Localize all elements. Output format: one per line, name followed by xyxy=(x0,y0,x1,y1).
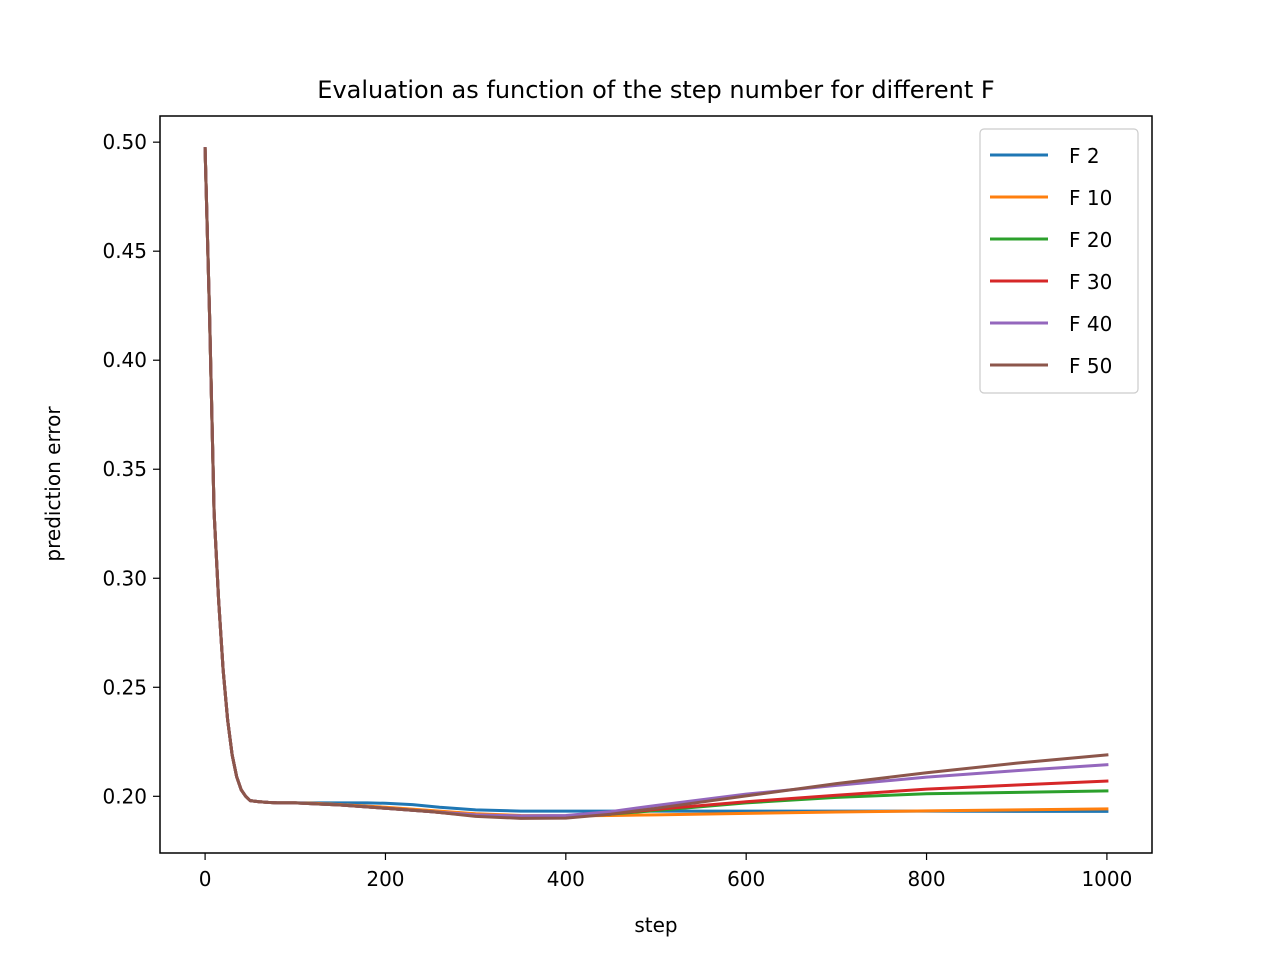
y-tick-label: 0.25 xyxy=(102,675,147,699)
y-tick-label: 0.45 xyxy=(102,239,147,263)
legend-label: F 50 xyxy=(1069,354,1112,378)
series-layer xyxy=(203,147,1109,820)
x-tick-label: 800 xyxy=(907,867,945,891)
legend-label: F 10 xyxy=(1069,186,1112,210)
chart-title: Evaluation as function of the step numbe… xyxy=(317,76,994,104)
x-axis: 0 200 400 600 800 1000 xyxy=(199,853,1132,891)
x-tick-label: 200 xyxy=(366,867,404,891)
legend-label: F 30 xyxy=(1069,270,1112,294)
legend-box xyxy=(979,128,1139,394)
x-tick-label: 1000 xyxy=(1081,867,1132,891)
y-tick-label: 0.40 xyxy=(102,348,147,372)
y-tick-label: 0.20 xyxy=(102,784,147,808)
y-tick-label: 0.35 xyxy=(102,457,147,481)
y-axis: 0.20 0.25 0.30 0.35 0.40 0.45 0.50 xyxy=(102,130,160,808)
y-axis-label: prediction error xyxy=(41,406,65,562)
x-axis-label: step xyxy=(634,913,677,937)
x-tick-label: 600 xyxy=(727,867,765,891)
y-tick-label: 0.30 xyxy=(102,566,147,590)
legend-label: F 40 xyxy=(1069,312,1112,336)
y-tick-label: 0.50 xyxy=(102,130,147,154)
series-line-f-50 xyxy=(203,147,1109,820)
legend-label: F 2 xyxy=(1069,144,1100,168)
x-tick-label: 0 xyxy=(199,867,212,891)
legend: F 2 F 10 F 20 F 30 F 40 F 50 xyxy=(979,128,1139,394)
plot-frame xyxy=(159,115,1153,854)
legend-label: F 20 xyxy=(1069,228,1112,252)
x-tick-label: 400 xyxy=(547,867,585,891)
